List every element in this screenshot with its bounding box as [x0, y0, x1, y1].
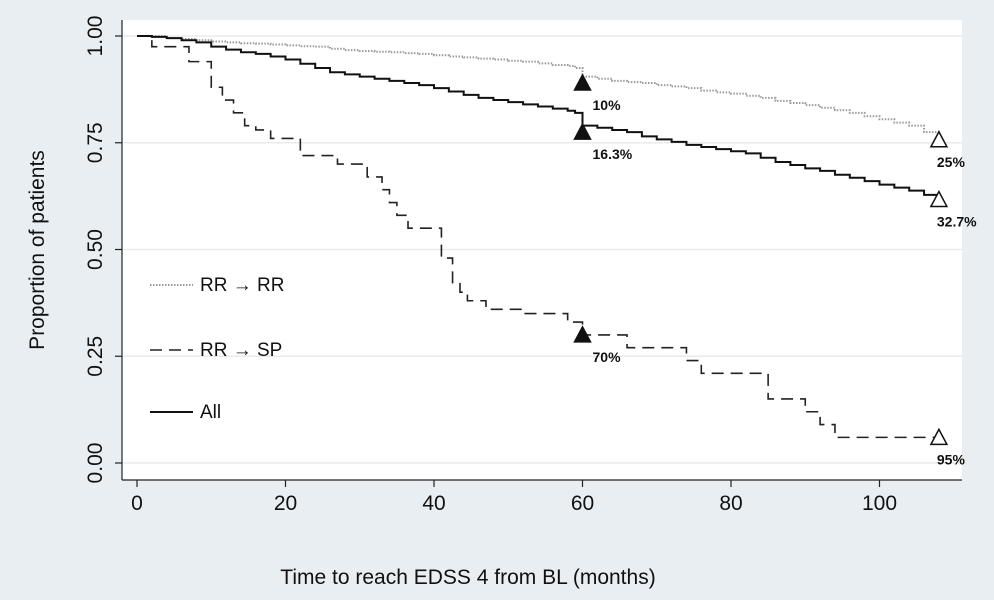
marker-3 — [929, 130, 949, 148]
series-line-1 — [137, 35, 939, 439]
y-tick-label-2: 0.50 — [84, 229, 107, 270]
y-tick-label-4: 1.00 — [84, 16, 107, 57]
legend-label-0: RR → RR — [200, 275, 284, 296]
marker-label-3: 25% — [937, 154, 966, 170]
legend-label-2: All — [200, 402, 221, 423]
marker-2 — [573, 325, 592, 343]
marker-4 — [929, 189, 949, 208]
x-tick-label-5: 100 — [862, 492, 897, 515]
gridlines — [122, 35, 962, 464]
marker-5 — [929, 427, 949, 446]
series-layer — [137, 35, 940, 439]
marker-label-2: 70% — [593, 349, 622, 365]
legend-label-1: RR → SP — [200, 340, 282, 361]
legend: RR → RR RR → SP All — [150, 275, 284, 423]
axes: 0.00 0.25 0.50 0.75 1.00 0 20 40 60 80 100 — [84, 16, 962, 515]
x-tick-label-2: 40 — [422, 492, 445, 515]
marker-label-0: 10% — [593, 97, 622, 113]
marker-label-1: 16.3% — [593, 146, 633, 162]
marker-layer: 10% 16.3% 70% 25% 32.7% 95% — [573, 73, 977, 467]
y-tick-label-0: 0.00 — [84, 443, 107, 484]
series-line-2 — [137, 35, 940, 200]
marker-0 — [573, 73, 592, 91]
x-tick-label-0: 0 — [131, 492, 143, 515]
y-tick-label-1: 0.25 — [84, 336, 107, 377]
x-tick-label-3: 60 — [571, 492, 594, 515]
marker-label-5: 95% — [937, 451, 966, 467]
y-tick-label-3: 0.75 — [84, 122, 107, 163]
x-tick-label-1: 20 — [274, 492, 297, 515]
series-line-0 — [137, 35, 940, 140]
y-axis-title: Proportion of patients — [26, 150, 49, 350]
x-tick-label-4: 80 — [719, 492, 742, 515]
x-axis-title: Time to reach EDSS 4 from BL (months) — [280, 566, 655, 589]
marker-label-4: 32.7% — [937, 214, 977, 230]
marker-1 — [573, 122, 592, 140]
